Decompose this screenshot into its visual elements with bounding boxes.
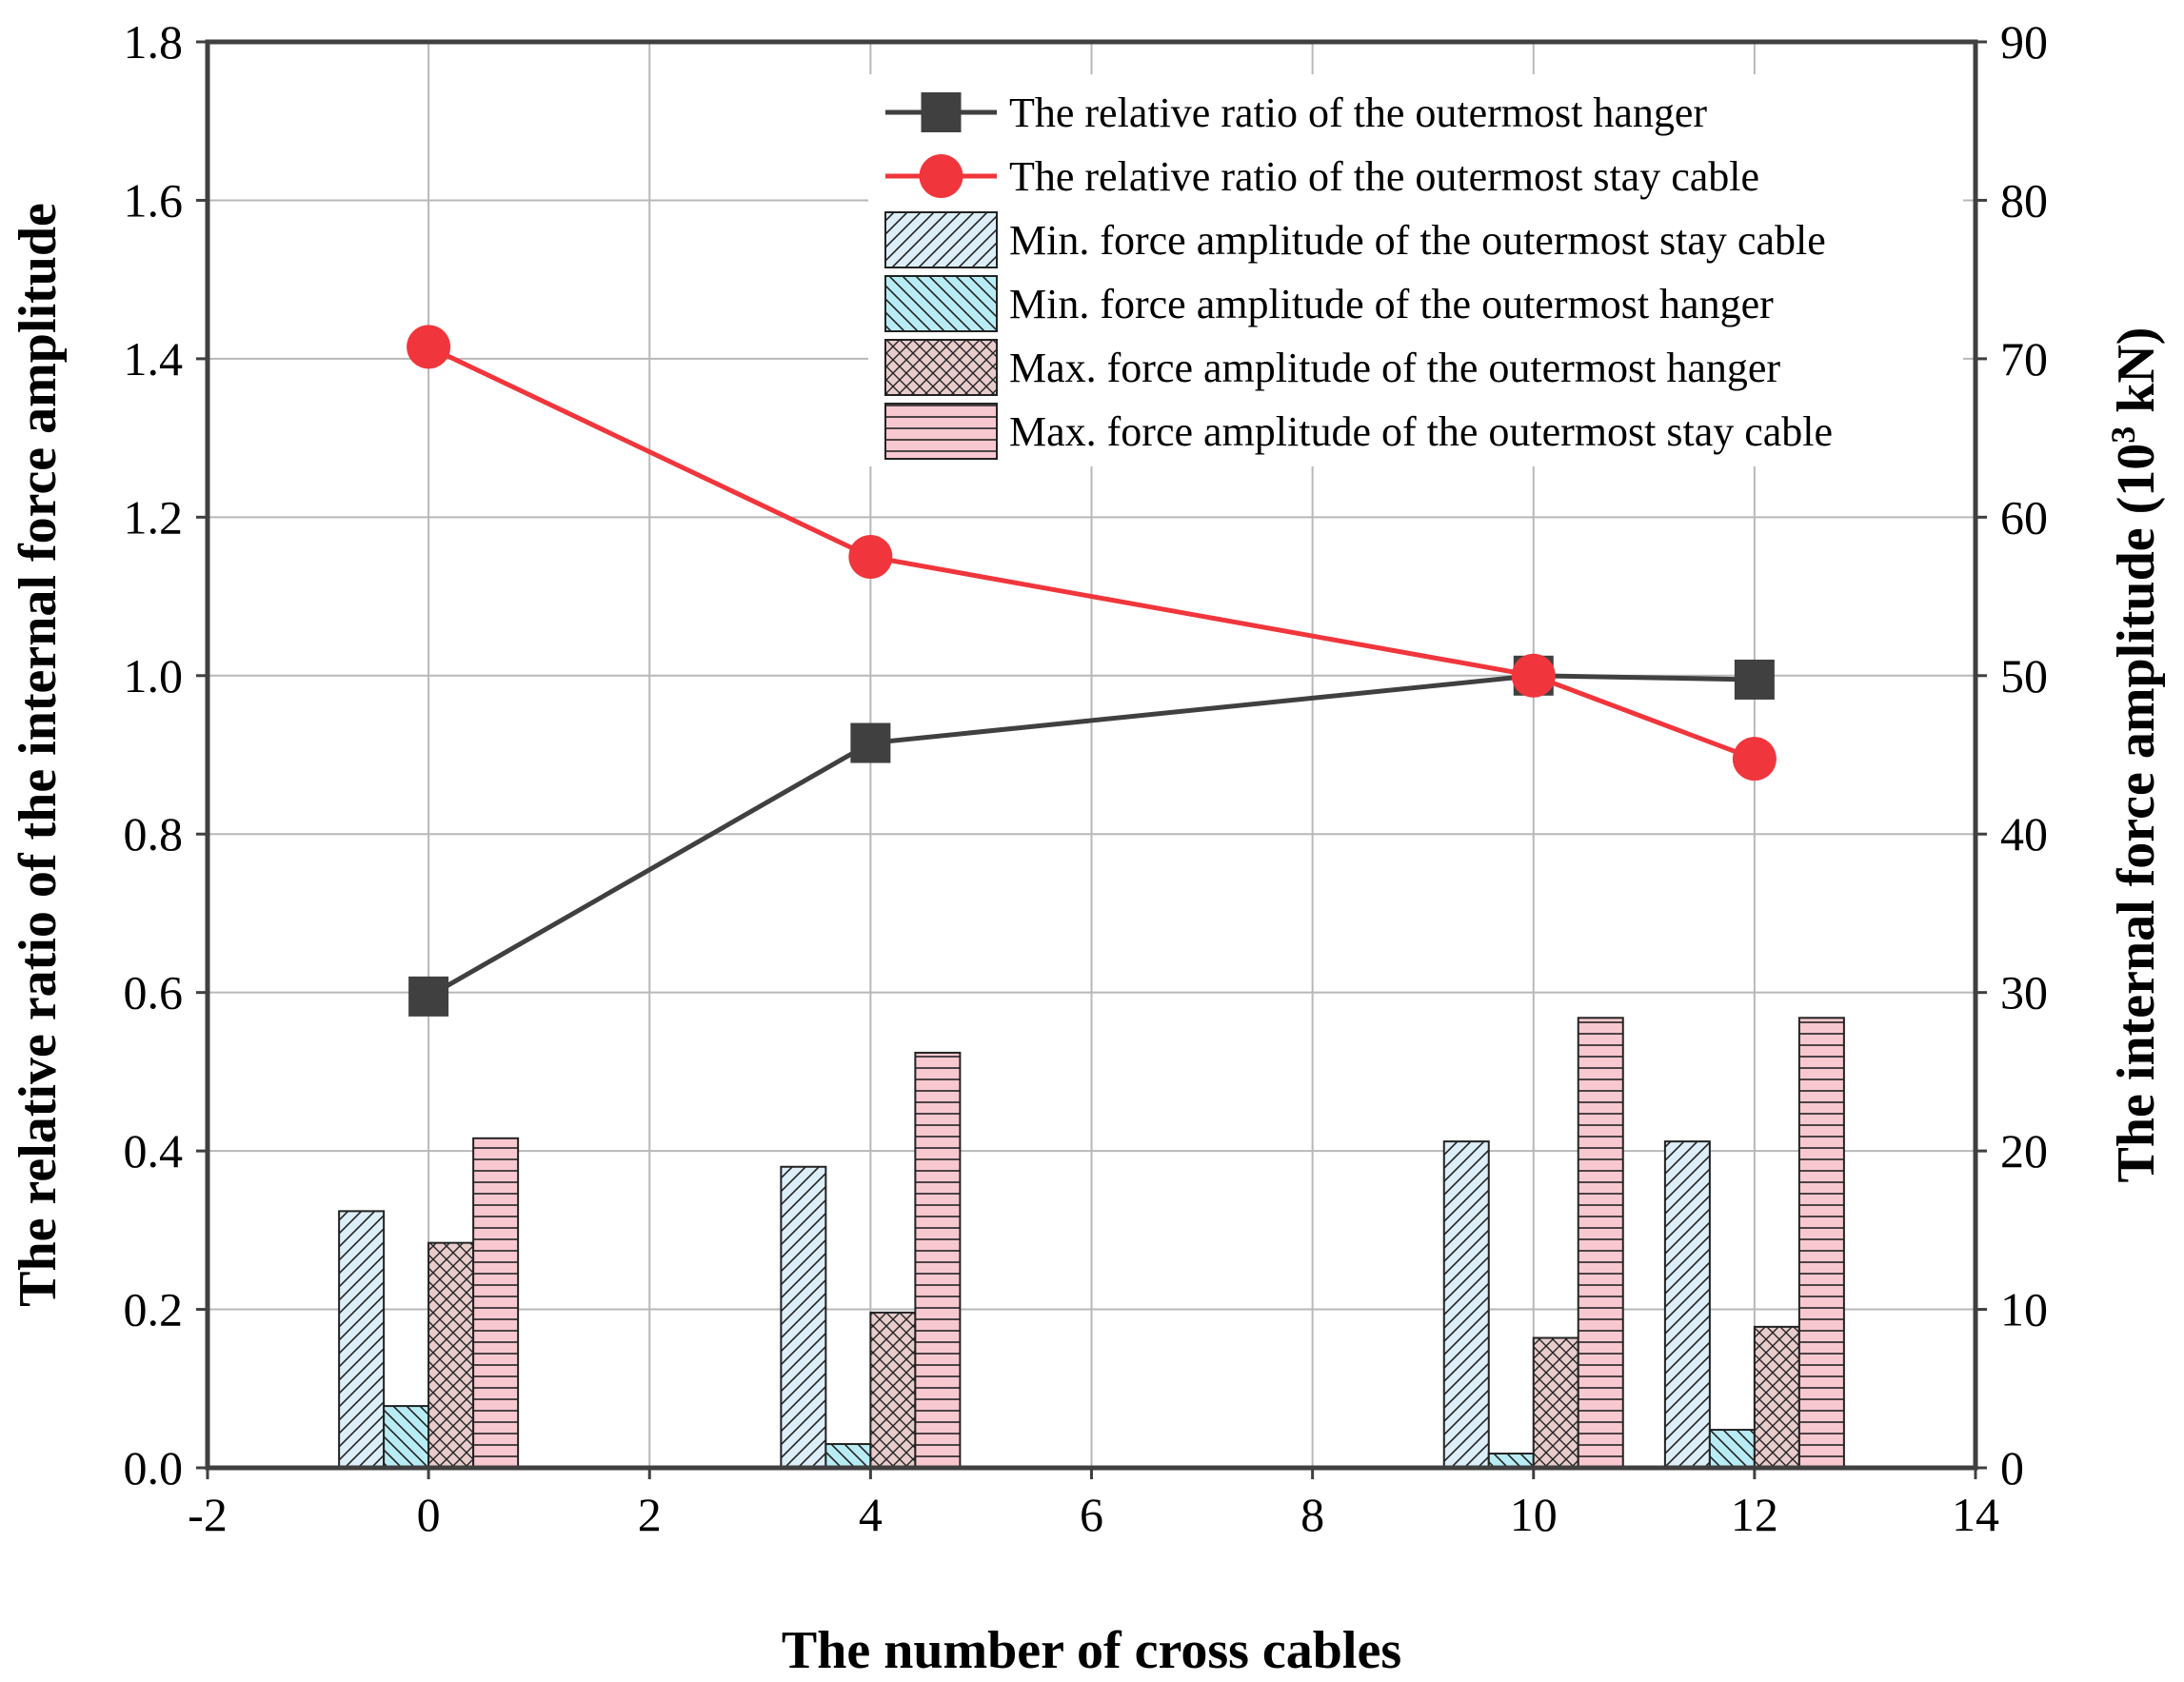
right-tick-label-3: 30 xyxy=(2000,966,2048,1019)
x-tick-label-6: 10 xyxy=(1510,1488,1558,1541)
legend-swatch-horizontal xyxy=(884,403,998,460)
marker-square-4 xyxy=(850,722,891,763)
left-tick-label-8: 1.6 xyxy=(124,173,184,227)
ticks: -2 0 2 4 6 8 10 12 14 0.0 0.2 0.4 0.6 0.8 1.0 1.2 1.4 1.6… xyxy=(124,15,2049,1541)
bar-crosshatch-12 xyxy=(1753,1325,1800,1470)
legend-swatch-diagonal xyxy=(884,211,998,268)
x-tick-label-1: 0 xyxy=(417,1488,441,1541)
marker-square-0 xyxy=(408,976,449,1017)
bar-horizontal-10 xyxy=(1577,1017,1624,1469)
legend: The relative ratio of the outermost hang… xyxy=(868,74,1963,466)
bar-horizontal-12 xyxy=(1797,1017,1845,1469)
legend-label-5: Max. force amplitude of the outermost st… xyxy=(1009,408,1833,455)
series-lines xyxy=(407,325,1777,1017)
marker-circle-0 xyxy=(407,325,451,369)
left-tick-label-1: 0.2 xyxy=(124,1283,184,1336)
line-series-stay-cable xyxy=(427,345,1756,762)
left-tick-label-5: 1.0 xyxy=(124,649,184,702)
bar-horizontal-4 xyxy=(914,1051,962,1469)
bars xyxy=(338,1017,1845,1470)
line-series-hanger xyxy=(427,673,1755,999)
right-tick-label-7: 70 xyxy=(2000,332,2048,386)
legend-label-2: Min. force amplitude of the outermost st… xyxy=(1009,217,1826,264)
marker-circle-12 xyxy=(1732,737,1777,782)
legend-swatch-back-diagonal xyxy=(884,275,998,332)
x-axis-title: The number of cross cables xyxy=(782,1621,1401,1680)
legend-label-4: Max. force amplitude of the outermost ha… xyxy=(1009,345,1780,391)
x-tick-label-4: 6 xyxy=(1080,1488,1103,1541)
marker-circle-4 xyxy=(848,534,893,579)
right-y-axis-title-prefix: The internal force amplitude (10 xyxy=(2107,444,2166,1183)
right-tick-label-6: 60 xyxy=(2000,490,2048,544)
right-y-axis-title: The internal force amplitude (103 kN) xyxy=(2104,327,2166,1183)
bar-crosshatch-4 xyxy=(869,1311,917,1469)
x-tick-label-7: 12 xyxy=(1731,1488,1778,1541)
bar-diagonal-10 xyxy=(1442,1140,1490,1469)
marker-circle-10 xyxy=(1511,653,1556,698)
right-tick-label-9: 90 xyxy=(2000,15,2048,69)
right-tick-label-5: 50 xyxy=(2000,649,2048,702)
marker-square-12 xyxy=(1734,659,1775,700)
legend-label-3: Min. force amplitude of the outermost ha… xyxy=(1009,281,1774,327)
legend-marker-square xyxy=(921,92,962,132)
left-tick-label-9: 1.8 xyxy=(124,15,184,69)
left-y-axis-title: The relative ratio of the internal force… xyxy=(9,203,68,1307)
x-tick-label-8: 14 xyxy=(1952,1488,1999,1541)
bar-diagonal-0 xyxy=(338,1210,386,1469)
legend-label-1: The relative ratio of the outermost stay… xyxy=(1009,153,1759,200)
x-tick-label-5: 8 xyxy=(1300,1488,1324,1541)
x-tick-label-3: 4 xyxy=(859,1488,883,1541)
left-tick-label-2: 0.4 xyxy=(124,1124,184,1177)
left-tick-label-0: 0.0 xyxy=(124,1441,184,1494)
left-tick-label-3: 0.6 xyxy=(124,966,184,1019)
legend-label-0: The relative ratio of the outermost hang… xyxy=(1009,89,1707,136)
left-tick-label-4: 0.8 xyxy=(124,807,184,861)
right-tick-label-1: 10 xyxy=(2000,1283,2048,1336)
right-y-axis-title-suffix: kN) xyxy=(2107,327,2166,426)
bar-crosshatch-0 xyxy=(427,1241,475,1470)
legend-background xyxy=(868,74,1963,466)
left-tick-label-7: 1.4 xyxy=(124,332,184,386)
bar-diagonal-4 xyxy=(780,1165,827,1470)
right-tick-label-0: 0 xyxy=(2000,1441,2024,1494)
bar-crosshatch-10 xyxy=(1532,1336,1579,1469)
bar-horizontal-0 xyxy=(472,1137,520,1469)
right-tick-label-2: 20 xyxy=(2000,1124,2048,1177)
x-tick-label-0: -2 xyxy=(188,1488,228,1541)
legend-swatch-crosshatch xyxy=(884,339,998,396)
right-tick-label-4: 40 xyxy=(2000,807,2048,861)
bar-back-diagonal-12 xyxy=(1708,1429,1756,1470)
right-y-axis-title-superscript: 3 xyxy=(2104,426,2142,444)
x-tick-label-2: 2 xyxy=(638,1488,662,1541)
bar-back-diagonal-0 xyxy=(383,1405,430,1469)
left-tick-label-6: 1.2 xyxy=(124,490,184,544)
right-tick-label-8: 80 xyxy=(2000,173,2048,227)
bar-back-diagonal-4 xyxy=(824,1443,872,1469)
legend-marker-circle xyxy=(919,154,963,198)
bar-diagonal-12 xyxy=(1663,1140,1711,1469)
